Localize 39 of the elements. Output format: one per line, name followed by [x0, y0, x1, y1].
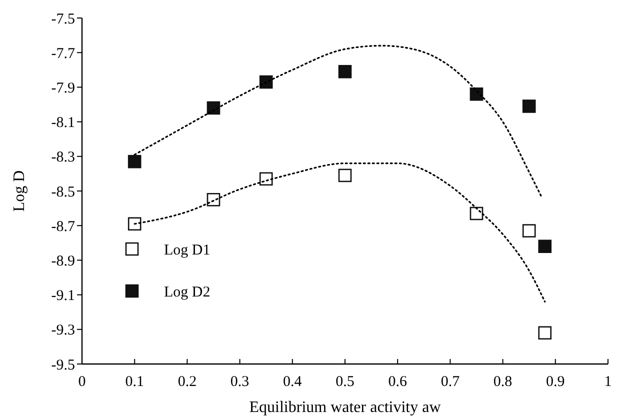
point [538, 326, 552, 340]
x-tick-label: 0.3 [230, 374, 250, 390]
point [470, 87, 484, 101]
point [470, 206, 484, 220]
x-tick-label: 0.6 [388, 374, 408, 390]
y-tick-label: -9.3 [51, 322, 75, 339]
point [338, 168, 352, 182]
y-tick-label: -8.5 [51, 184, 75, 200]
y-tick-label: -8.3 [51, 150, 75, 166]
legend-label: Log D2 [164, 284, 210, 300]
x-axis-title: Equilibrium water activity aw [249, 399, 442, 416]
point [538, 240, 552, 254]
y-tick-label: -7.9 [51, 80, 75, 96]
point [259, 75, 273, 89]
x-tick-label: 0.2 [178, 374, 197, 390]
y-tick-label: -7.7 [51, 46, 76, 62]
y-axis-title: Log D [11, 170, 28, 212]
x-tick-label: 1 [604, 374, 612, 390]
x-tick-label: 0 [78, 374, 86, 390]
point [128, 154, 142, 168]
point [206, 193, 220, 206]
legend-label: Log D1 [164, 242, 210, 258]
y-tick-label: -7.5 [51, 11, 75, 28]
point [259, 172, 273, 186]
point [128, 217, 142, 231]
y-tick-label: -8.1 [51, 115, 75, 132]
point [338, 64, 352, 78]
y-tick-label: -8.9 [51, 253, 75, 270]
x-tick-label: 0.5 [336, 374, 354, 390]
point [522, 100, 536, 113]
x-tick-label: 0.7 [440, 374, 460, 390]
x-tick-label: 0.8 [493, 374, 512, 390]
y-tick-label: -9.1 [51, 288, 75, 304]
point [522, 224, 536, 238]
x-tick-label: 0.1 [125, 374, 144, 390]
x-tick-label: 0.9 [546, 374, 565, 390]
y-tick-label: -8.7 [51, 218, 76, 235]
x-tick-label: 0.4 [283, 374, 302, 390]
y-tick-label: -9.5 [51, 357, 75, 374]
